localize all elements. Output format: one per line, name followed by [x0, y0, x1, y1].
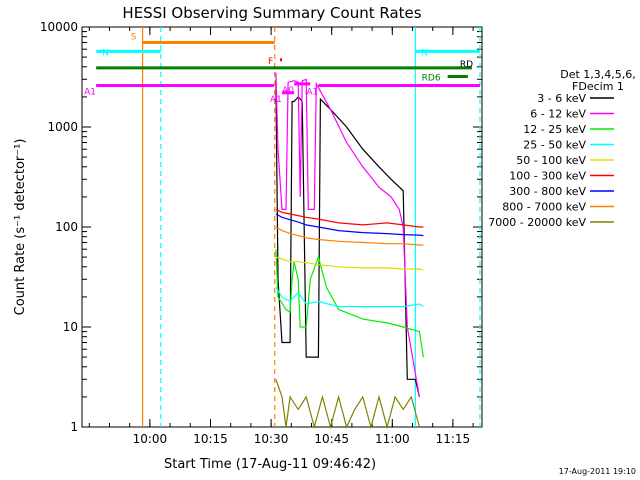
x-tick-label: 10:00: [133, 432, 168, 446]
chart-title: HESSI Observing Summary Count Rates: [122, 4, 421, 22]
x-tick-label: 10:15: [193, 432, 228, 446]
footer-timestamp: 17-Aug-2011 19:10: [559, 467, 636, 476]
y-tick-label: 10000: [40, 20, 78, 34]
x-tick-label: 10:45: [314, 432, 349, 446]
series-line-4: [275, 256, 424, 271]
series-lines: [275, 72, 424, 430]
flag-label: N: [102, 48, 109, 58]
y-tick-label: 10: [63, 320, 78, 334]
legend-entry-label: 50 - 100 keV: [516, 154, 586, 167]
legend: Det 1,3,4,5,6,FDecim 13 - 6 keV 6 - 12 ke…: [488, 68, 635, 229]
legend-header: FDecim 1: [572, 80, 624, 93]
legend-entry-label: 6 - 12 keV: [530, 108, 586, 121]
legend-entry-label: 7000 - 20000 keV: [488, 216, 586, 229]
x-tick-label: 11:15: [436, 432, 471, 446]
flag-label: RD6: [422, 73, 441, 83]
y-tick-label: 100: [55, 220, 78, 234]
legend-entry-label: 800 - 7000 keV: [502, 201, 586, 214]
x-tick-label: 10:30: [254, 432, 289, 446]
flag-label: RD: [460, 60, 473, 70]
legend-entry-label: 100 - 300 keV: [509, 170, 586, 183]
series-line-5: [275, 208, 424, 228]
flag-label: F: [268, 57, 273, 67]
y-axis-label: Count Rate (s⁻¹ detector⁻¹): [13, 139, 28, 316]
legend-entry-label: 12 - 25 keV: [523, 123, 586, 136]
legend-entry-label: 25 - 50 keV: [523, 139, 586, 152]
flag-label: A1: [306, 88, 318, 98]
flag-label: N: [421, 48, 428, 58]
series-line-1: [275, 72, 420, 398]
series-line-2: [275, 249, 424, 358]
series-line-8: [275, 379, 420, 430]
axis-labels: 10:00 10:15 10:30 10:45 11:00 11:15 1 10 100 1000…: [40, 20, 470, 446]
legend-header: Det 1,3,4,5,6,: [560, 68, 636, 81]
flag-label: S: [131, 32, 137, 42]
legend-entry-label: 3 - 6 keV: [537, 92, 586, 105]
series-line-6: [275, 213, 424, 237]
axis-ticks: [82, 26, 482, 428]
y-tick-label: 1: [70, 420, 78, 434]
series-line-0: [275, 79, 420, 398]
x-tick-label: 11:00: [375, 432, 410, 446]
series-line-7: [275, 226, 424, 246]
legend-entry-label: 300 - 800 keV: [509, 185, 586, 198]
x-axis-label: Start Time (17-Aug-11 09:46:42): [164, 457, 376, 472]
series-line-3: [275, 286, 424, 308]
flag-label: A1: [84, 88, 96, 98]
y-tick-label: 1000: [47, 120, 78, 134]
